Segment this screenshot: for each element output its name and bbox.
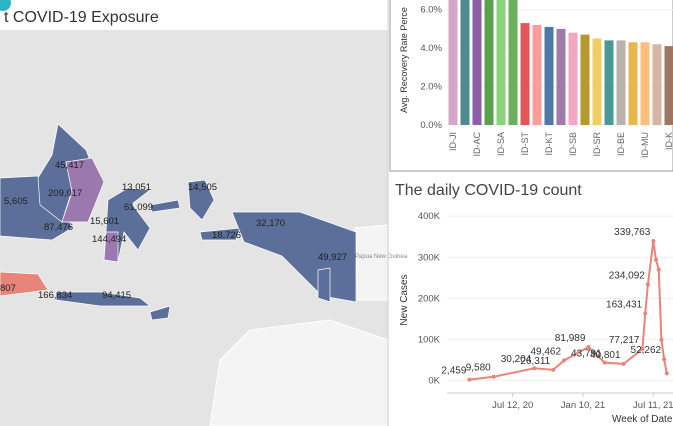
- map-value-label: 49,927: [318, 252, 347, 263]
- map-value-label: 144,494: [92, 234, 126, 245]
- map-value-label: 14,505: [188, 182, 217, 193]
- bar-y-label: Avg. Recovery Rate Perce: [399, 7, 409, 113]
- map-regions: [0, 123, 357, 321]
- point: [656, 267, 661, 272]
- bar: [508, 0, 518, 126]
- map-title: t COVID-19 Exposure: [4, 9, 159, 26]
- data-label: 49,462: [530, 346, 561, 357]
- x-tick-label: ID-AC: [472, 132, 482, 157]
- map-value-label: 209,017: [48, 188, 82, 199]
- map-value-label: 5,605: [4, 196, 28, 207]
- x-tick-label: ID-MU: [640, 132, 650, 158]
- data-label: 52,262: [631, 345, 662, 356]
- map-value-label: 166,834: [38, 290, 72, 301]
- y-tick-label: 4.0%: [420, 43, 442, 54]
- map-land: [209, 224, 389, 426]
- bar: [640, 42, 650, 125]
- data-label: 30,204: [501, 354, 532, 365]
- x-tick-label: ID-ST: [520, 132, 530, 156]
- bar: [532, 25, 542, 125]
- point: [532, 366, 537, 371]
- x-tick-label: ID-SB: [568, 132, 578, 156]
- bar: [544, 26, 554, 125]
- data-label: 81,989: [555, 333, 586, 344]
- data-label: 9,580: [466, 363, 491, 374]
- bar: [628, 42, 638, 125]
- logo-dot: [0, 0, 11, 11]
- bar: [496, 0, 506, 126]
- x-tick-label: ID-SA: [496, 132, 506, 156]
- point: [645, 282, 650, 287]
- bar: [556, 28, 566, 125]
- data-label: 26,311: [520, 356, 550, 367]
- x-tick-label: ID-KT: [544, 132, 554, 156]
- map-value-label: 32,170: [256, 218, 285, 229]
- point: [640, 346, 645, 351]
- x-tick-label: Jan 10, 21: [561, 400, 605, 411]
- point: [602, 360, 607, 365]
- bar: [520, 23, 530, 126]
- data-label: 234,092: [609, 270, 646, 281]
- map-value-label: 18,726: [212, 230, 241, 241]
- point: [643, 311, 648, 316]
- data-label: 163,431: [606, 299, 643, 310]
- bar: [472, 0, 482, 126]
- point: [664, 371, 669, 376]
- x-tick-label: Jul 12, 20: [492, 400, 533, 411]
- map-header: [0, 0, 388, 30]
- map-value-label: 61,099: [124, 202, 153, 213]
- bar: [664, 46, 673, 125]
- map-value-label: 807: [0, 283, 16, 294]
- y-tick-label: 0.0%: [420, 120, 442, 131]
- point: [659, 337, 664, 342]
- y-tick-label: 200K: [418, 293, 441, 304]
- y-tick-label: 0K: [428, 376, 440, 387]
- data-label: 43,791: [571, 349, 602, 360]
- bar: [580, 34, 590, 125]
- x-tick-label: ID-SR: [592, 132, 602, 157]
- line-title: The daily COVID-19 count: [395, 182, 582, 199]
- bar: [448, 0, 458, 126]
- y-tick-label: 100K: [418, 335, 441, 346]
- bar: [652, 44, 662, 125]
- data-label: 2,459: [441, 366, 466, 377]
- bar: [592, 38, 602, 125]
- map-value-label: 94,415: [102, 290, 131, 301]
- point: [586, 344, 591, 349]
- point: [562, 358, 567, 363]
- bar: [616, 40, 626, 126]
- bar: [604, 40, 614, 126]
- region-label: Papua New Guinea: [355, 254, 408, 260]
- map-value-label: 13,051: [122, 182, 151, 193]
- data-label: 77,217: [609, 335, 640, 346]
- point: [491, 374, 496, 379]
- bar: [460, 0, 470, 126]
- line-x-label: Week of Date: [612, 414, 673, 425]
- line-y-label: New Cases: [399, 274, 410, 325]
- point: [651, 238, 656, 243]
- point: [551, 367, 556, 372]
- y-tick-label: 400K: [418, 211, 441, 222]
- point: [654, 257, 659, 262]
- map-value-label: 87,476: [44, 222, 73, 233]
- map-value-label: 15,601: [90, 216, 119, 227]
- bar-panel: [389, 0, 673, 172]
- data-label: 40,801: [590, 350, 621, 361]
- x-tick-label: ID-JI: [448, 132, 458, 151]
- point: [621, 361, 626, 366]
- x-tick-label: Jul 11, 21: [633, 400, 673, 411]
- bar: [568, 32, 578, 125]
- map-value-label: 45,417: [55, 160, 84, 171]
- x-tick-label: ID-BE: [616, 132, 626, 156]
- point: [662, 357, 667, 362]
- data-label: 339,763: [614, 227, 651, 238]
- point: [467, 377, 472, 382]
- y-tick-label: 2.0%: [420, 82, 442, 93]
- y-tick-label: 6.0%: [420, 5, 442, 16]
- bar: [484, 0, 494, 126]
- x-tick-label: ID-K: [664, 132, 673, 150]
- y-tick-label: 300K: [418, 252, 441, 263]
